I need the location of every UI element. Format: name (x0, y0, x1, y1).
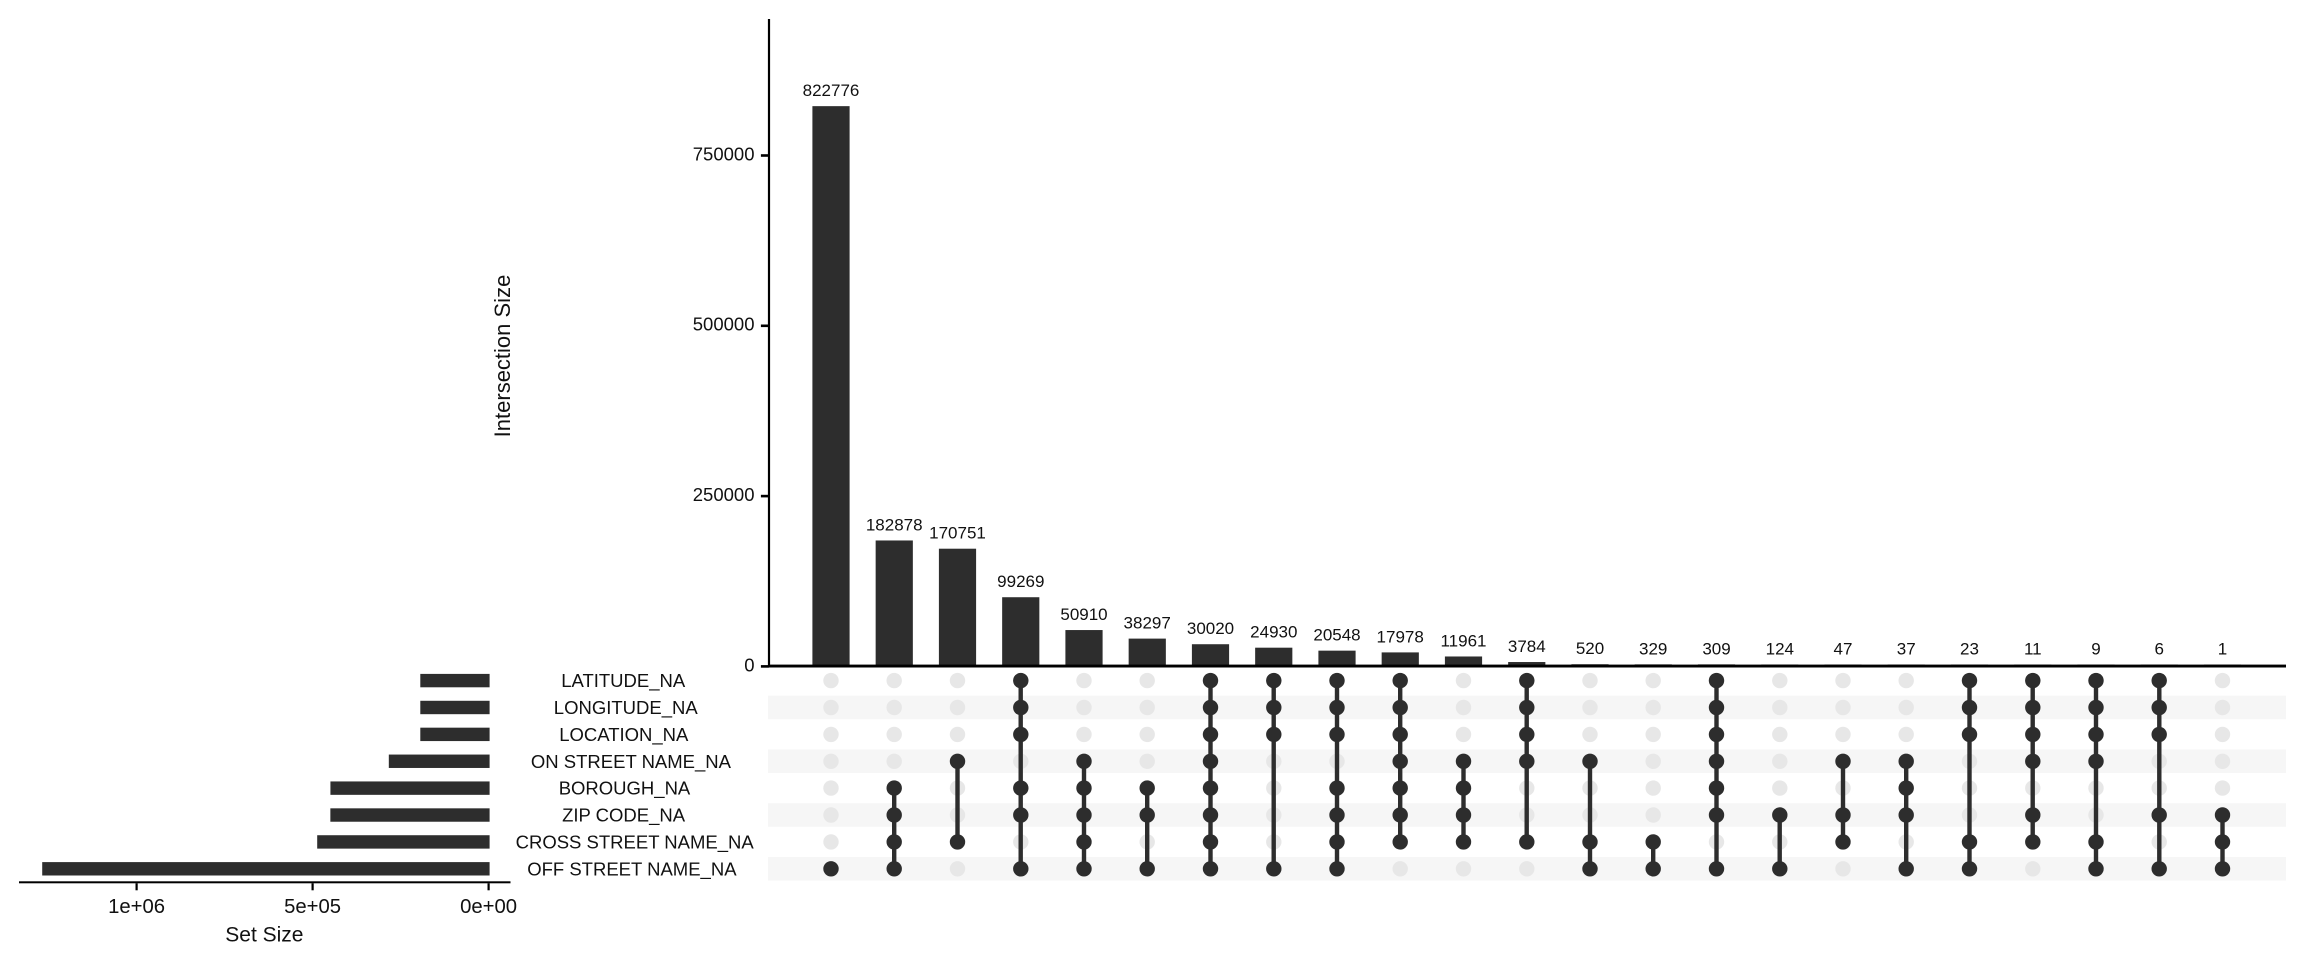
svg-text:5e+05: 5e+05 (284, 896, 341, 918)
svg-text:ZIP CODE_NA: ZIP CODE_NA (562, 805, 686, 827)
svg-text:1: 1 (2218, 640, 2227, 659)
svg-text:23: 23 (1960, 640, 1979, 659)
svg-text:47: 47 (1834, 640, 1853, 659)
svg-text:6: 6 (2154, 640, 2163, 659)
svg-text:50910: 50910 (1060, 605, 1107, 624)
svg-text:0: 0 (744, 654, 754, 675)
svg-text:Set Size: Set Size (225, 924, 303, 947)
svg-text:OFF STREET NAME_NA: OFF STREET NAME_NA (527, 858, 737, 880)
svg-text:99269: 99269 (997, 572, 1044, 591)
svg-text:250000: 250000 (693, 484, 755, 505)
svg-text:BOROUGH_NA: BOROUGH_NA (559, 778, 691, 800)
svg-text:Intersection Size: Intersection Size (490, 275, 515, 438)
svg-text:38297: 38297 (1124, 614, 1171, 633)
svg-text:11: 11 (2024, 640, 2042, 659)
svg-text:520: 520 (1576, 639, 1604, 658)
svg-text:3784: 3784 (1508, 637, 1546, 656)
svg-text:822776: 822776 (803, 81, 860, 100)
svg-text:20548: 20548 (1313, 626, 1360, 645)
svg-text:1e+06: 1e+06 (108, 896, 165, 918)
svg-text:9: 9 (2091, 640, 2100, 659)
svg-text:500000: 500000 (693, 314, 755, 335)
svg-text:11961: 11961 (1440, 632, 1486, 651)
svg-text:309: 309 (1702, 639, 1730, 658)
svg-text:24930: 24930 (1250, 623, 1297, 642)
svg-text:0e+00: 0e+00 (460, 896, 517, 918)
svg-text:LATITUDE_NA: LATITUDE_NA (561, 670, 686, 692)
svg-text:LOCATION_NA: LOCATION_NA (559, 724, 689, 746)
svg-text:170751: 170751 (929, 524, 986, 543)
svg-text:CROSS STREET NAME_NA: CROSS STREET NAME_NA (516, 832, 755, 854)
svg-text:37: 37 (1897, 640, 1916, 659)
svg-text:ON STREET NAME_NA: ON STREET NAME_NA (531, 751, 732, 773)
svg-text:182878: 182878 (866, 516, 923, 535)
svg-text:329: 329 (1639, 639, 1667, 658)
svg-text:30020: 30020 (1187, 619, 1234, 638)
svg-text:124: 124 (1766, 640, 1794, 659)
svg-text:17978: 17978 (1377, 627, 1424, 646)
svg-text:LONGITUDE_NA: LONGITUDE_NA (554, 697, 699, 719)
svg-text:750000: 750000 (693, 143, 755, 164)
